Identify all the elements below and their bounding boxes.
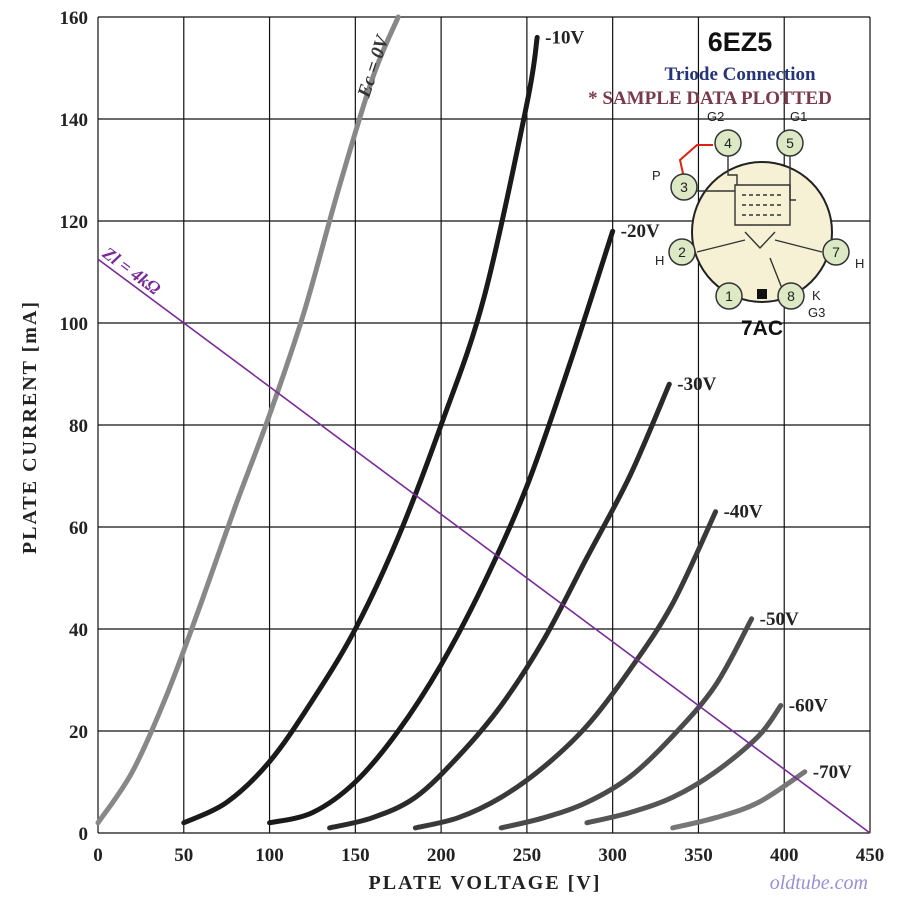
series-line-2 bbox=[267, 228, 616, 826]
x-tick-label: 300 bbox=[598, 845, 627, 866]
load-line-stroke bbox=[97, 258, 871, 834]
pin-label: P bbox=[652, 168, 661, 183]
series-line-5 bbox=[498, 616, 755, 831]
series-line-1 bbox=[181, 34, 540, 826]
pin-8 bbox=[777, 282, 805, 310]
pin-4 bbox=[714, 129, 742, 157]
triode-strap bbox=[678, 144, 713, 179]
x-tick-label: 150 bbox=[341, 845, 370, 866]
pin-number: 5 bbox=[786, 135, 794, 151]
pin-2 bbox=[668, 238, 696, 266]
series-label: -60V bbox=[789, 696, 828, 717]
watermark: oldtube.com bbox=[770, 872, 868, 894]
series-line-4 bbox=[412, 509, 719, 831]
y-tick-label: 120 bbox=[60, 212, 89, 233]
pin-label: G1 bbox=[790, 109, 807, 124]
pin-number: 4 bbox=[724, 135, 732, 151]
series-line-6 bbox=[584, 703, 784, 826]
plate-curves bbox=[95, 14, 808, 831]
pin-number: 2 bbox=[678, 244, 686, 260]
y-tick-label: 100 bbox=[60, 314, 89, 335]
tube-base-circle bbox=[691, 161, 833, 303]
base-key bbox=[757, 289, 767, 299]
y-tick-label: 20 bbox=[69, 722, 88, 743]
series-label: -50V bbox=[760, 609, 799, 630]
series-label: -30V bbox=[677, 374, 716, 395]
pin-number: 8 bbox=[787, 288, 795, 304]
x-tick-label: 50 bbox=[174, 845, 193, 866]
sample-data-note: * SAMPLE DATA PLOTTED bbox=[588, 88, 832, 109]
pin-5 bbox=[776, 129, 804, 157]
y-tick-label: 80 bbox=[69, 416, 88, 437]
series-line-3 bbox=[327, 381, 672, 831]
y-tick-labels: 0 20 40 60 80 100 120 140 160 bbox=[60, 8, 89, 845]
y-tick-label: 0 bbox=[79, 824, 89, 845]
pin-number: 3 bbox=[680, 179, 688, 195]
x-tick-label: 350 bbox=[684, 845, 713, 866]
y-tick-label: 140 bbox=[60, 110, 89, 131]
tube-electrodes bbox=[696, 142, 823, 297]
pin-number: 7 bbox=[832, 244, 840, 260]
y-tick-label: 40 bbox=[69, 620, 88, 641]
pin-label: G2 bbox=[707, 109, 724, 124]
x-tick-label: 100 bbox=[255, 845, 284, 866]
series-label: -10V bbox=[545, 27, 584, 48]
series-label: -40V bbox=[724, 502, 763, 523]
pin-3 bbox=[670, 173, 698, 201]
chart-subtitle: Triode Connection bbox=[664, 64, 816, 85]
y-tick-label: 60 bbox=[69, 518, 88, 539]
pin-label: G3 bbox=[808, 305, 825, 320]
pin-1 bbox=[715, 282, 743, 310]
series-line-7 bbox=[670, 769, 808, 831]
x-axis-title: PLATE VOLTAGE [V] bbox=[369, 872, 602, 894]
series-label: -70V bbox=[813, 762, 852, 783]
x-tick-label: 250 bbox=[513, 845, 542, 866]
y-tick-label: 160 bbox=[60, 8, 89, 29]
pin-label: H bbox=[655, 253, 664, 268]
pin-7 bbox=[822, 238, 850, 266]
x-tick-label: 400 bbox=[770, 845, 799, 866]
chart-title: 6EZ5 bbox=[708, 27, 773, 57]
x-tick-label: 200 bbox=[427, 845, 456, 866]
series-label: -20V bbox=[621, 221, 660, 242]
series-line-0 bbox=[95, 14, 401, 826]
y-axis-title: PLATE CURRENT [mA] bbox=[19, 300, 41, 554]
pin-number: 1 bbox=[725, 288, 733, 304]
x-tick-label: 0 bbox=[93, 845, 103, 866]
base-code: 7AC bbox=[741, 317, 783, 340]
pin-label: H bbox=[855, 256, 864, 271]
x-tick-labels: 0 50 100 150 200 250 300 350 400 450 bbox=[93, 845, 884, 866]
x-tick-label: 450 bbox=[856, 845, 885, 866]
pin-label: K bbox=[812, 288, 821, 303]
